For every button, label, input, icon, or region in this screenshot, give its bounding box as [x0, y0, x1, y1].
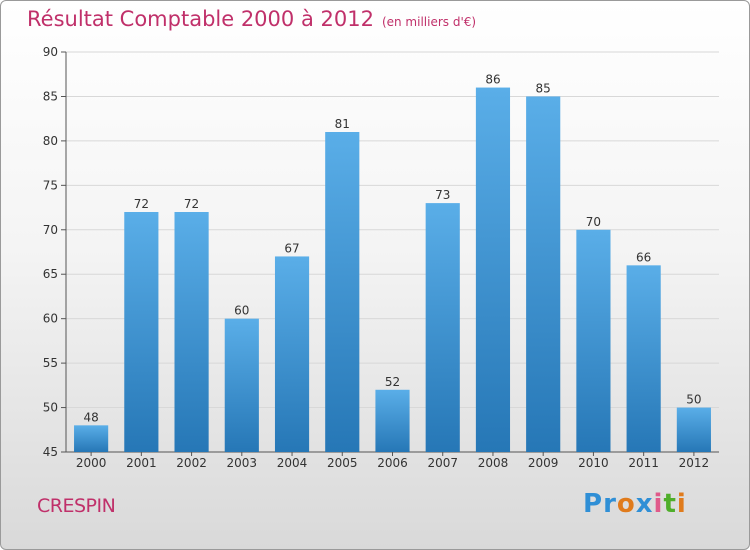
city-name: CRESPIN: [37, 495, 116, 517]
data-label: 66: [636, 250, 651, 264]
bar: [325, 132, 360, 452]
x-tick-labels: 2000 2001 2002 2003 2004 2005 2006 2007 2008 2009…: [76, 456, 709, 470]
bar: [526, 96, 561, 452]
bar: [274, 256, 310, 452]
x-tick-label: 2006: [377, 456, 408, 470]
x-tick-label: 2012: [679, 456, 710, 470]
data-label: 70: [586, 215, 601, 229]
y-tick-label: 80: [43, 134, 58, 148]
x-tick-label: 2005: [327, 456, 358, 470]
logo-letter: i: [676, 489, 687, 519]
logo-letter: t: [663, 489, 677, 519]
bar: [676, 407, 711, 452]
x-tick-label: 2007: [427, 456, 458, 470]
data-label: 81: [335, 117, 350, 131]
data-label: 60: [234, 304, 249, 318]
data-label: 50: [686, 393, 701, 407]
y-tick-label: 45: [43, 445, 58, 459]
chart-title: Résultat Comptable 2000 à 2012 (en millie…: [27, 7, 476, 31]
x-tick-label: 2011: [628, 456, 659, 470]
x-tick-label: 2000: [76, 456, 107, 470]
chart-subtitle: (en milliers d'€): [381, 15, 477, 29]
bar: [124, 212, 159, 452]
x-tick-label: 2008: [478, 456, 509, 470]
y-tick-label: 85: [43, 89, 58, 103]
data-label: 73: [435, 188, 450, 202]
y-tick-label: 70: [43, 223, 58, 237]
bar: [425, 203, 460, 452]
bar: [74, 425, 109, 452]
x-tick-label: 2010: [578, 456, 609, 470]
data-label: 86: [485, 73, 500, 87]
data-labels: 48 72 72 60 67 81 52 73 86 85 70 66 50: [83, 73, 701, 425]
x-tick-label: 2002: [176, 456, 207, 470]
chart-title-text: Résultat Comptable 2000 à 2012: [27, 7, 374, 31]
x-tick-label: 2001: [126, 456, 157, 470]
bar: [626, 265, 661, 452]
y-tick-label: 50: [43, 401, 58, 415]
y-tick-label: 90: [43, 45, 58, 59]
x-tick-label: 2004: [277, 456, 308, 470]
bar: [375, 389, 410, 452]
data-label: 52: [385, 375, 400, 389]
bars: [74, 87, 711, 453]
logo-letter: o: [616, 489, 636, 519]
data-label: 72: [134, 197, 149, 211]
bar: [174, 212, 209, 452]
bar: [224, 318, 259, 452]
bar: [576, 229, 611, 452]
y-tick-labels: 45 50 55 60 65 70 75 80 85 90: [43, 45, 58, 459]
logo-letter: x: [635, 489, 654, 519]
data-label: 48: [83, 410, 98, 424]
bar: [475, 87, 511, 453]
logo-letter: r: [603, 489, 617, 519]
data-label: 85: [536, 81, 551, 95]
x-tick-label: 2003: [227, 456, 258, 470]
logo-letter: i: [653, 489, 664, 519]
data-label: 72: [184, 197, 199, 211]
proxiti-logo: Proxiti: [583, 489, 687, 519]
y-tick-label: 65: [43, 267, 58, 281]
x-tick-label: 2009: [528, 456, 559, 470]
logo-letter: P: [583, 489, 604, 519]
data-label: 67: [284, 241, 299, 255]
y-tick-label: 55: [43, 356, 58, 370]
y-tick-label: 60: [43, 312, 58, 326]
y-tick-label: 75: [43, 178, 58, 192]
